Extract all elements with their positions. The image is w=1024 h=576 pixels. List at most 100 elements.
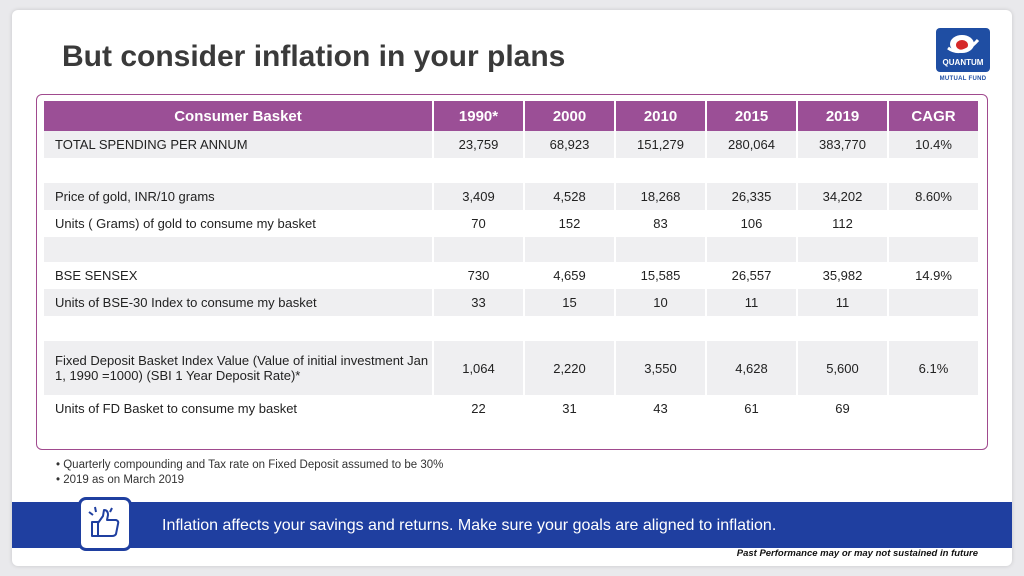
table-cell: 83 — [653, 216, 668, 231]
table-cell: 22 — [471, 401, 486, 416]
performance-disclaimer: Past Performance may or may not sustaine… — [736, 548, 978, 559]
row-label: Price of gold, INR/10 grams — [44, 183, 432, 210]
table-spacer-row — [44, 237, 978, 262]
logo-emblem-icon — [947, 35, 980, 54]
table-cell: 3,409 — [434, 183, 523, 210]
header-2010: 2010 — [616, 101, 705, 131]
header-2019: 2019 — [798, 101, 887, 131]
table-cell — [434, 316, 523, 341]
table-cell: 31 — [562, 401, 577, 416]
table-cell: 61 — [744, 401, 759, 416]
table-row: Units ( Grams) of gold to consume my bas… — [44, 210, 978, 237]
table-cell — [707, 158, 796, 183]
table-cell — [798, 316, 887, 341]
table-cell: 106 — [740, 216, 763, 231]
table-cell — [44, 316, 432, 341]
table-cell: 68,923 — [525, 131, 614, 158]
table-cell: 4,659 — [553, 268, 586, 283]
table-cell: 151,279 — [616, 131, 705, 158]
table-cell: 35,982 — [822, 268, 863, 283]
table-cell: 6.1% — [889, 341, 978, 395]
slide-title: But consider inflation in your plans — [62, 40, 566, 73]
table-cell: 43 — [653, 401, 668, 416]
table-cell — [889, 210, 978, 237]
table-cell — [616, 237, 705, 262]
footnotes: • Quarterly compounding and Tax rate on … — [56, 458, 443, 488]
table-row: Units of BSE-30 Index to consume my bask… — [44, 289, 978, 316]
table-cell — [889, 237, 978, 262]
footnote-item: • 2019 as on March 2019 — [56, 474, 185, 486]
table-row: TOTAL SPENDING PER ANNUM 23,759 68,923 1… — [44, 131, 978, 158]
table-cell — [434, 158, 523, 183]
table-cell: 3,550 — [616, 341, 705, 395]
table-row: BSE SENSEX 730 4,659 15,585 26,557 35,98… — [44, 262, 978, 289]
quantum-logo: QUANTUM MUTUAL FUND — [932, 26, 994, 88]
table-frame — [36, 94, 988, 450]
table-cell: 15,585 — [640, 268, 681, 283]
table-cell: 69 — [835, 401, 850, 416]
row-label: BSE SENSEX — [55, 268, 138, 283]
table-cell — [616, 316, 705, 341]
table-spacer-row — [44, 316, 978, 341]
table-cell: 70 — [471, 216, 486, 231]
table-row: Fixed Deposit Basket Index Value (Value … — [44, 341, 978, 395]
table-cell: 10 — [616, 289, 705, 316]
table-cell: 26,335 — [707, 183, 796, 210]
table-cell — [434, 237, 523, 262]
table-cell — [525, 158, 614, 183]
table-cell: 112 — [832, 216, 853, 231]
footnote-text: 2019 as on March 2019 — [63, 474, 185, 486]
table-cell — [889, 158, 978, 183]
banner-message: Inflation affects your savings and retur… — [162, 517, 777, 534]
table-cell: 15 — [525, 289, 614, 316]
logo-mark — [936, 28, 990, 72]
table-cell — [525, 316, 614, 341]
table-cell: 730 — [467, 268, 490, 283]
table-cell — [707, 316, 796, 341]
header-consumer-basket: Consumer Basket — [44, 101, 432, 131]
table-cell: 4,528 — [525, 183, 614, 210]
header-2015: 2015 — [707, 101, 796, 131]
logo-subtitle: MUTUAL FUND — [939, 76, 987, 82]
table-cell — [889, 395, 978, 422]
header-1990: 1990* — [434, 101, 523, 131]
table-row: Units of FD Basket to consume my basket … — [44, 395, 978, 422]
table-cell: 33 — [434, 289, 523, 316]
logo-name: QUANTUM — [942, 58, 984, 67]
table-cell: 14.9% — [915, 268, 952, 283]
table-cell — [889, 289, 978, 316]
table-cell — [525, 237, 614, 262]
table-row: Price of gold, INR/10 grams 3,409 4,528 … — [44, 183, 978, 210]
table-cell: 23,759 — [434, 131, 523, 158]
table-cell — [616, 158, 705, 183]
table-cell: 8.60% — [889, 183, 978, 210]
footnote-item: • Quarterly compounding and Tax rate on … — [56, 459, 444, 471]
table-header-row: Consumer Basket 1990* 2000 2010 2015 201… — [44, 101, 978, 131]
table-cell: 11 — [798, 289, 887, 316]
thumbs-up-icon — [88, 506, 120, 537]
table-cell: 152 — [558, 216, 581, 231]
table-cell — [44, 237, 432, 262]
row-label: Units ( Grams) of gold to consume my bas… — [55, 216, 316, 231]
table-cell: 383,770 — [798, 131, 887, 158]
table-cell: 26,557 — [731, 268, 772, 283]
table-cell: 2,220 — [525, 341, 614, 395]
row-label: Units of FD Basket to consume my basket — [55, 401, 298, 416]
row-label: Units of BSE-30 Index to consume my bask… — [44, 289, 432, 316]
table-cell: 11 — [707, 289, 796, 316]
row-label: TOTAL SPENDING PER ANNUM — [44, 131, 432, 158]
table-cell — [44, 158, 432, 183]
table-cell: 1,064 — [434, 341, 523, 395]
table-cell — [798, 158, 887, 183]
row-label: Fixed Deposit Basket Index Value (Value … — [44, 341, 432, 395]
table-cell: 18,268 — [616, 183, 705, 210]
message-banner — [12, 502, 1012, 548]
table-cell — [798, 237, 887, 262]
table-cell: 10.4% — [889, 131, 978, 158]
consumer-basket-table: Consumer Basket 1990* 2000 2010 2015 201… — [42, 101, 980, 422]
table-cell — [889, 316, 978, 341]
header-2000: 2000 — [525, 101, 614, 131]
table-spacer-row — [44, 158, 978, 183]
table-cell: 34,202 — [798, 183, 887, 210]
table-cell: 280,064 — [707, 131, 796, 158]
